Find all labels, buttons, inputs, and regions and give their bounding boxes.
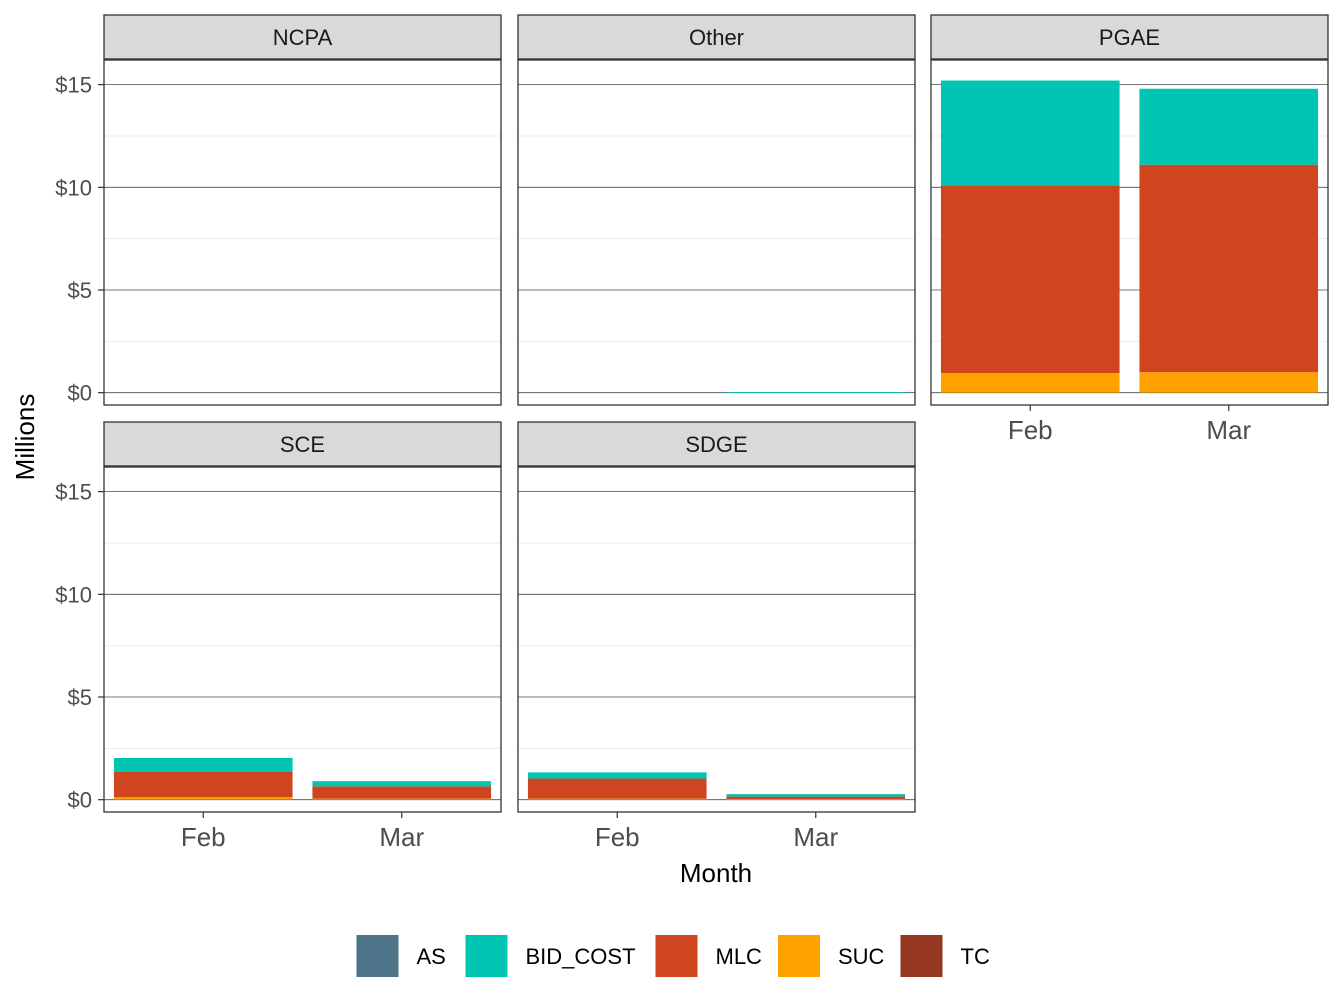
panels-layer: NCPA $0 $5 $10 $15 Other PGAE Feb Mar SCE $0 $5 $10 $… <box>55 14 1329 852</box>
panel-background <box>104 467 501 812</box>
legend-label: TC <box>961 944 990 969</box>
y-tick-label: $10 <box>55 175 92 200</box>
bar-sce-feb-suc <box>113 797 293 800</box>
x-tick-label-mar: Mar <box>379 822 424 852</box>
panel-sdge: SDGE Feb Mar <box>517 421 916 852</box>
panel-pgae: PGAE Feb Mar <box>930 14 1329 445</box>
strip-sce <box>103 421 502 467</box>
legend-item-tc: TC <box>900 935 990 977</box>
strip-label-ncpa: NCPA <box>273 25 333 50</box>
legend-swatch <box>655 935 698 977</box>
panel-other: Other <box>517 14 916 406</box>
legend-swatch <box>778 935 820 977</box>
x-tick-label-mar: Mar <box>793 822 838 852</box>
y-tick-label: $5 <box>68 685 92 710</box>
bar-pgae-feb-bid-cost <box>940 80 1120 186</box>
bar-sce-mar-bid-cost <box>312 781 492 787</box>
panel-sce: SCE $0 $5 $10 $15 Feb Mar <box>55 421 502 852</box>
x-tick-label-feb: Feb <box>595 822 640 852</box>
bar-pgae-feb-mlc <box>940 185 1120 374</box>
y-tick-label: $0 <box>68 788 92 813</box>
bar-pgae-mar-mlc <box>1139 164 1319 373</box>
bar-pgae-mar-bid-cost <box>1139 88 1319 165</box>
x-tick-label-feb: Feb <box>181 822 226 852</box>
y-tick-label: $0 <box>68 381 92 406</box>
panel-ncpa: NCPA $0 $5 $10 $15 <box>55 14 502 406</box>
y-axis-title: Millions <box>10 394 40 481</box>
legend-label: SUC <box>838 944 885 969</box>
bar-pgae-mar-suc <box>1139 372 1319 393</box>
legend: AS BID_COST MLC SUC TC <box>356 935 990 977</box>
panel-border <box>930 59 1329 406</box>
bar-sdge-feb-bid-cost <box>527 772 707 779</box>
x-tick-label-feb: Feb <box>1008 415 1053 445</box>
legend-item-bid-cost: BID_COST <box>465 935 636 977</box>
strip-label-sdge: SDGE <box>685 432 747 457</box>
y-tick-label: $5 <box>68 278 92 303</box>
legend-item-mlc: MLC <box>655 935 763 977</box>
bar-sdge-mar-bid-cost <box>726 794 906 797</box>
panel-border <box>517 59 916 406</box>
legend-label: BID_COST <box>526 944 636 969</box>
strip-sdge <box>517 421 916 467</box>
strip-other <box>517 14 916 60</box>
panel-border <box>103 59 502 406</box>
bar-sdge-feb-suc <box>527 798 707 800</box>
strip-label-other: Other <box>689 25 744 50</box>
bar-other-mar-bid-cost <box>726 392 906 393</box>
strip-label-pgae: PGAE <box>1099 25 1160 50</box>
y-tick-label: $15 <box>55 73 92 98</box>
panel-background <box>518 467 915 812</box>
bar-sce-feb-mlc <box>113 771 293 798</box>
legend-label: MLC <box>716 944 763 969</box>
panel-background <box>104 60 501 405</box>
bar-sdge-mar-suc <box>726 799 906 801</box>
legend-item-as: AS <box>356 935 446 977</box>
legend-label: AS <box>417 944 446 969</box>
bar-sdge-feb-mlc <box>527 778 707 799</box>
legend-item-suc: SUC <box>778 935 885 977</box>
strip-ncpa <box>103 14 502 60</box>
legend-swatch <box>465 935 508 977</box>
strip-pgae <box>930 14 1329 60</box>
bar-sdge-mar-mlc <box>726 796 906 800</box>
legend-swatch <box>900 935 943 977</box>
x-tick-label-mar: Mar <box>1206 415 1251 445</box>
y-tick-label: $15 <box>55 480 92 505</box>
legend-swatch <box>356 935 399 977</box>
bar-sce-mar-mlc <box>312 786 492 799</box>
bar-sce-feb-bid-cost <box>113 757 293 772</box>
panel-background <box>518 60 915 405</box>
strip-label-sce: SCE <box>280 432 325 457</box>
x-axis-title: Month <box>680 858 752 888</box>
panel-border <box>517 466 916 813</box>
bar-sce-mar-suc <box>312 798 492 800</box>
bar-pgae-feb-suc <box>940 373 1120 393</box>
panel-border <box>103 466 502 813</box>
y-tick-label: $10 <box>55 582 92 607</box>
